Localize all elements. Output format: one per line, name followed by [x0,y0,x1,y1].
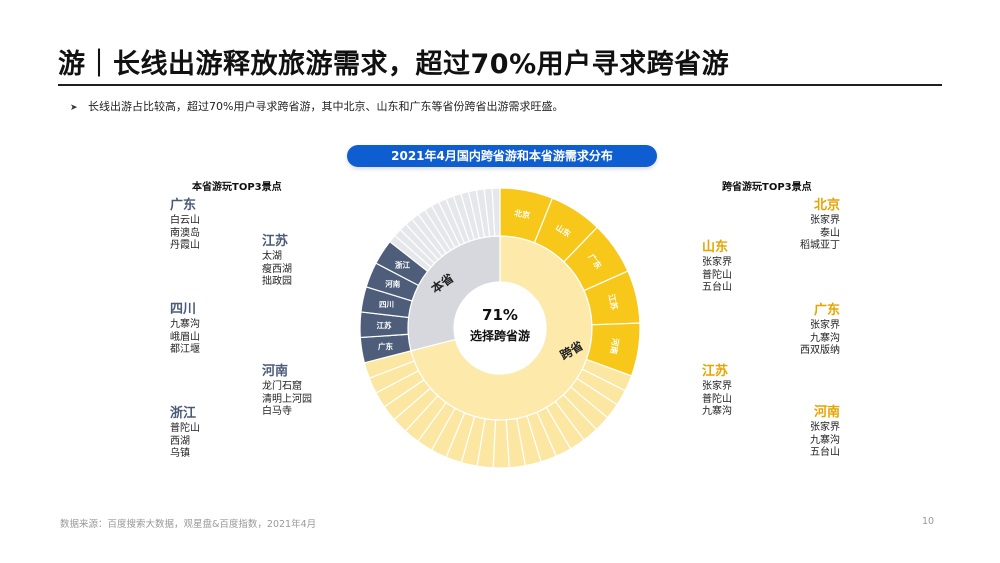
spot-item: 泰山 [820,227,840,239]
intra-outer-label: 四川 [379,300,394,309]
spot-item: 九寨沟 [170,319,200,330]
bullet-point: ➤ 长线出游占比较高，超过70%用户寻求跨省游，其中北京、山东和广东等省份跨省出游… [70,98,563,114]
page-number: 10 [922,516,935,527]
spot-item: 丹霞山 [170,240,200,251]
intra-outer-segment [491,187,501,237]
intra-group-guangdong: 广东 白云山 南澳岛 丹霞山 [170,198,200,253]
cross-top3-heading: 跨省游玩TOP3景点 [722,182,812,193]
spot-item: 张家界 [702,257,732,268]
spot-item: 张家界 [810,422,840,433]
cross-group-shandong: 山东 张家界 普陀山 五台山 [702,240,732,295]
spot-item: 瘦西湖 [262,263,292,275]
intra-top3-heading: 本省游玩TOP3景点 [192,182,282,193]
province-name: 四川 [170,302,197,317]
bullet-text: 长线出游占比较高，超过70%用户寻求跨省游，其中北京、山东和广东等省份跨省出游需… [88,100,564,113]
donut-center-disc [454,282,546,374]
intra-outer-label: 河南 [385,279,400,289]
spot-item: 南澳岛 [170,227,200,239]
province-name: 河南 [262,364,289,379]
spot-item: 五台山 [702,282,732,293]
province-name: 山东 [702,240,729,255]
spot-item: 九寨沟 [810,332,840,344]
province-name: 北京 [813,198,840,213]
spot-item: 西双版纳 [800,345,840,356]
arrow-bullet-icon: ➤ [70,103,78,113]
intra-group-zhejiang: 浙江 普陀山 西湖 乌镇 [170,406,200,461]
cross-outer-label: 江苏 [607,293,620,311]
spot-item: 太湖 [262,251,282,262]
title-divider [58,84,942,86]
spot-item: 张家界 [810,215,840,226]
spot-item: 五台山 [810,447,840,458]
intra-group-jiangsu: 江苏 太湖 瘦西湖 拙政园 [262,234,292,289]
intra-outer-label: 浙江 [395,260,410,270]
province-name: 河南 [813,405,840,420]
spot-item: 普陀山 [702,269,732,281]
spot-item: 张家界 [810,320,840,331]
province-name: 广东 [170,198,197,213]
intra-group-sichuan: 四川 九寨沟 峨眉山 都江堰 [170,302,200,357]
province-name: 江苏 [702,364,729,379]
cross-group-beijing: 北京 张家界 泰山 稻城亚丁 [800,198,840,253]
spot-item: 稻城亚丁 [800,240,840,251]
spot-item: 普陀山 [170,423,200,434]
spot-item: 张家界 [702,381,732,392]
spot-item: 乌镇 [170,448,190,459]
spot-item: 都江堰 [170,344,200,355]
cross-group-guangdong: 广东 张家界 九寨沟 西双版纳 [800,303,840,358]
cross-outer-label: 北京 [513,208,531,221]
cross-group-henan: 河南 张家界 九寨沟 五台山 [810,405,840,460]
spot-item: 白云山 [170,215,200,226]
data-source: 数据来源：百度搜索大数据，观星盘&百度指数，2021年4月 [60,519,317,530]
cross-outer-label: 河南 [609,337,621,354]
spot-item: 九寨沟 [810,434,840,446]
center-value: 71% [482,306,518,324]
province-name: 江苏 [262,234,289,249]
cross-group-jiangsu: 江苏 张家界 普陀山 九寨沟 [702,364,732,419]
chart-heading-pill: 2021年4月国内跨省游和本省游需求分布 [347,145,657,167]
province-name: 广东 [813,303,840,318]
intra-outer-label: 江苏 [377,320,392,330]
spot-item: 龙门石窟 [262,381,302,392]
intra-outer-label: 广东 [378,341,393,351]
spot-item: 白马寺 [262,406,292,417]
spot-item: 西湖 [170,435,190,447]
spot-item: 清明上河园 [262,393,312,405]
intra-group-henan: 河南 龙门石窟 清明上河园 白马寺 [262,364,312,419]
spot-item: 峨眉山 [170,331,200,343]
spot-item: 九寨沟 [702,406,732,417]
province-name: 浙江 [170,406,197,421]
spot-item: 拙政园 [262,276,292,287]
page-title: 游｜长线出游释放旅游需求，超过70%用户寻求跨省游 [58,49,730,80]
spot-item: 普陀山 [702,393,732,405]
center-text: 选择跨省游 [470,328,530,343]
